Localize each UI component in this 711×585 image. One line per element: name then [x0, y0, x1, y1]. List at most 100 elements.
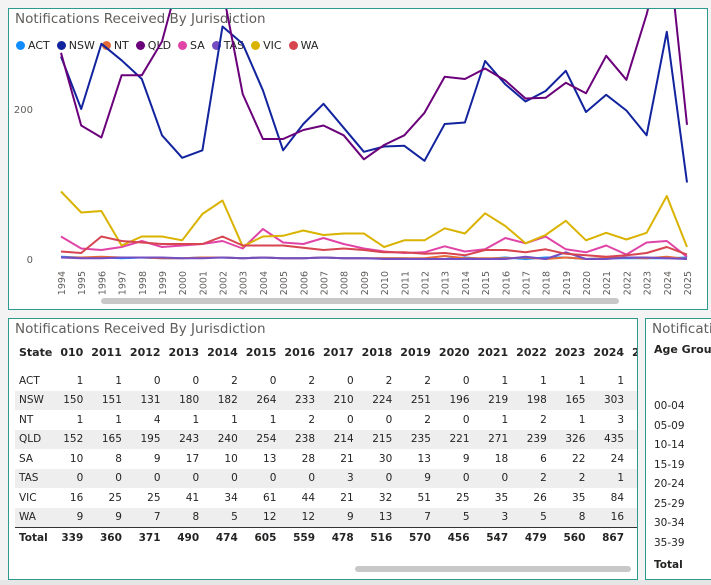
value-cell: 210 [321, 390, 360, 410]
legend-swatch-act [16, 41, 25, 50]
value-cell: 5 [514, 507, 553, 528]
table-row[interactable]: NSW 150 151 131 180 182 264 233 210 224 251 196 219 1… [15, 390, 637, 410]
value-cell: 0 [436, 468, 476, 488]
value-cell: 0 [462, 413, 470, 426]
value-cell: 0 [89, 468, 128, 488]
value-cell: 26 [533, 491, 547, 504]
table-row[interactable]: VIC 16 25 25 41 34 61 44 21 32 51 25 35 26 35 84 16 [15, 488, 637, 508]
series-line-qld[interactable] [60, 9, 688, 161]
value-cell: 0 [166, 468, 206, 488]
value-cell: 35 [494, 491, 509, 504]
value-cell: 4 [153, 413, 161, 426]
age-group-row[interactable]: 10-14 [654, 439, 685, 451]
legend-item-wa[interactable]: WA [288, 39, 318, 52]
value-cell: 2 [308, 374, 316, 387]
table-visual[interactable]: Notifications Received By Jurisdiction S… [8, 318, 638, 580]
value-cell: 235 [398, 429, 437, 449]
year-column-header[interactable]: 010 [58, 341, 90, 363]
age-group-row[interactable]: 15-19 [654, 458, 685, 471]
x-tick-label: 2001 [198, 271, 209, 295]
legend-item-vic[interactable]: VIC [251, 39, 282, 52]
value-cell: 165 [89, 429, 128, 449]
year-column-header[interactable]: 2017 [321, 341, 360, 363]
value-cell: 238 [282, 429, 322, 449]
x-tick-label: 2007 [320, 271, 331, 295]
year-column-header[interactable]: 2018 [359, 341, 399, 363]
table-row[interactable]: ACT1100202022011112 [15, 371, 637, 391]
year-column-header[interactable]: 2021 [475, 341, 515, 363]
value-cell: 5 [436, 507, 476, 528]
chart-visual[interactable]: Notifications Received By Jurisdiction A… [8, 8, 708, 310]
table-row[interactable]: NT1141112002012130 [15, 410, 637, 430]
year-column-header[interactable]: 2012 [127, 341, 167, 363]
age-group-row[interactable]: 35-39 [654, 536, 685, 549]
series-line-tas[interactable] [60, 251, 688, 260]
year-column-header[interactable]: 2023 [552, 341, 592, 363]
value-cell: 41 [185, 491, 200, 504]
year-column-header[interactable]: 2019 [398, 341, 437, 363]
year-column-header[interactable]: 2024 [591, 341, 631, 363]
table-row[interactable]: QLD 152 165 195 243 240 254 238 214 215 235 221 271 2… [15, 429, 637, 449]
legend-item-nsw[interactable]: NSW [56, 39, 95, 52]
value-cell: 196 [436, 390, 476, 410]
value-cell: 198 [514, 390, 553, 410]
value-cell: 1 [192, 413, 200, 426]
age-group-header: Age Group [654, 343, 711, 356]
age-group-list: 00-04 05-09 10-14 15-19 20-24 25-29 30-34 35-39 [654, 397, 685, 553]
table-row[interactable]: WA99785121291375358166 [15, 507, 637, 528]
age-group-row[interactable]: 00-04 [654, 400, 685, 412]
series-line-sa[interactable] [60, 228, 688, 258]
age-group-row[interactable]: 25-29 [654, 497, 685, 510]
value-cell: 7 [127, 507, 167, 528]
x-tick-label: 2014 [461, 271, 472, 295]
table-row[interactable]: TAS0000000309002210 [15, 468, 637, 488]
total-cell: 490 [166, 527, 206, 548]
value-cell: 224 [359, 390, 399, 410]
year-column-header[interactable]: 2011 [89, 341, 128, 363]
value-cell: 152 [58, 429, 90, 449]
year-column-header[interactable]: 2014 [205, 341, 244, 363]
table-horizontal-scrollbar[interactable] [355, 566, 631, 572]
state-column-header[interactable]: State [15, 341, 59, 363]
year-column-header[interactable]: 2013 [166, 341, 206, 363]
age-group-visual[interactable]: Notificatio Age Group 00-04 05-09 10-14 15-… [645, 318, 711, 580]
legend-swatch-nsw [56, 41, 66, 50]
value-cell: 3 [321, 468, 360, 488]
x-tick-label: 2008 [340, 271, 351, 295]
legend-item-act[interactable]: ACT [16, 39, 50, 52]
series-line-wa[interactable] [60, 235, 688, 258]
x-tick-label: 1996 [97, 271, 108, 295]
value-cell: 0 [346, 413, 354, 426]
legend-item-nt[interactable]: NT [101, 39, 129, 52]
age-group-row[interactable]: 20-24 [654, 478, 685, 490]
age-group-row[interactable]: 30-34 [654, 517, 685, 529]
value-cell: 12 [243, 507, 283, 528]
year-column-header[interactable]: 2020 [436, 341, 476, 363]
total-label: Total [15, 527, 59, 548]
legend-item-sa[interactable]: SA [178, 39, 205, 52]
age-group-row[interactable]: 05-09 [654, 419, 685, 432]
value-cell: 12 [282, 507, 322, 528]
chart-horizontal-scrollbar[interactable] [101, 298, 619, 304]
y-tick-label: 0 [27, 255, 33, 266]
value-cell: 435 [591, 429, 631, 449]
series-line-vic[interactable] [60, 190, 688, 248]
table-row[interactable]: SA 10 8 9 17 10 13 28 21 30 13 9 18 6 22 24 3 [15, 449, 637, 469]
value-cell: 84 [610, 491, 625, 504]
value-cell: 1 [501, 413, 509, 426]
chart-legend: ACT NSW NT QLD SA TAS VIC WA [16, 39, 325, 52]
value-cell: 44 [301, 491, 316, 504]
value-cell: 16 [591, 507, 631, 528]
value-cell: 25 [456, 491, 470, 504]
table-title: Notifications Received By Jurisdiction [15, 321, 266, 337]
year-column-header[interactable]: 2015 [243, 341, 283, 363]
state-cell: SA [19, 452, 34, 465]
value-cell: 0 [243, 468, 283, 488]
year-column-header[interactable]: 2022 [514, 341, 553, 363]
x-tick-label: 2009 [360, 271, 371, 295]
value-cell: 30 [378, 452, 393, 465]
year-column-header[interactable]: 2016 [282, 341, 322, 363]
value-cell: 102 [630, 390, 637, 410]
year-column-header[interactable]: 2025 [630, 341, 637, 363]
series-line-nsw[interactable] [60, 25, 688, 183]
